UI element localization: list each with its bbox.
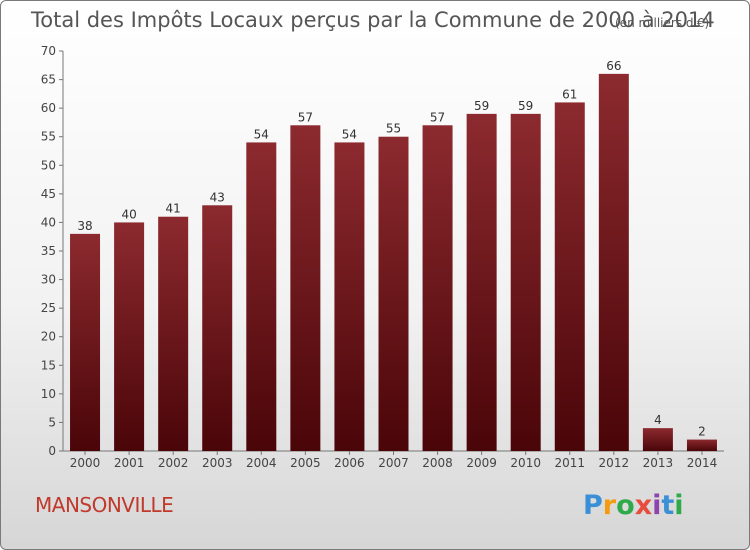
y-tick-label: 15 <box>41 358 56 372</box>
y-tick-label: 50 <box>41 158 56 172</box>
proxiti-logo: Proxiti <box>583 490 684 521</box>
chart-title: Total des Impôts Locaux perçus par la Co… <box>30 8 715 32</box>
unit-label: (en milliers d'€) <box>615 16 709 30</box>
value-label-2011: 61 <box>562 87 577 101</box>
y-tick-label: 40 <box>41 215 56 229</box>
bar-2011 <box>554 102 585 451</box>
value-label-2004: 54 <box>254 127 269 141</box>
logo-letter: P <box>583 490 603 521</box>
y-tick-label: 30 <box>41 273 56 287</box>
value-label-2012: 66 <box>606 59 621 73</box>
x-tick-label-2008: 2008 <box>422 456 453 470</box>
value-label-2003: 43 <box>210 190 225 204</box>
x-tick-label-2002: 2002 <box>158 456 189 470</box>
x-tick-label-2013: 2013 <box>643 456 674 470</box>
value-label-2005: 57 <box>298 110 313 124</box>
x-tick-label-2006: 2006 <box>334 456 365 470</box>
bar-2010 <box>510 113 541 451</box>
bar-2004 <box>246 142 277 451</box>
logo-letter: t <box>661 490 675 521</box>
bar-2008 <box>422 125 453 452</box>
y-tick-label: 55 <box>41 130 56 144</box>
y-tick-label: 70 <box>41 44 56 58</box>
x-tick-label-2001: 2001 <box>114 456 145 470</box>
bar-2007 <box>378 136 409 451</box>
y-tick-label: 20 <box>41 330 56 344</box>
x-tick-label-2012: 2012 <box>599 456 630 470</box>
bars: 38 40 41 43 54 57 54 55 57 59 59 61 66 4 2 <box>70 59 717 452</box>
value-label-2002: 41 <box>166 202 181 216</box>
value-label-2000: 38 <box>77 219 92 233</box>
logo-letter: x <box>634 490 653 521</box>
y-tick-label: 60 <box>41 101 56 115</box>
bar-2012 <box>598 73 629 451</box>
x-tick-label-2009: 2009 <box>466 456 497 470</box>
bar-2002 <box>158 216 189 451</box>
value-label-2008: 57 <box>430 110 445 124</box>
logo-letter: o <box>616 490 635 521</box>
value-label-2010: 59 <box>518 99 533 113</box>
value-label-2013: 4 <box>654 413 662 427</box>
bar-2000 <box>70 233 101 451</box>
x-tick-label-2000: 2000 <box>70 456 101 470</box>
bar-2013 <box>642 428 673 451</box>
bar-2001 <box>114 222 145 451</box>
x-tick-label-2014: 2014 <box>687 456 718 470</box>
value-label-2006: 54 <box>342 127 357 141</box>
y-tick-label: 5 <box>48 415 56 429</box>
x-tick-label-2011: 2011 <box>554 456 585 470</box>
value-label-2007: 55 <box>386 122 401 136</box>
logo-letter: i <box>674 490 684 521</box>
x-tick-label-2003: 2003 <box>202 456 233 470</box>
x-tick-label-2004: 2004 <box>246 456 277 470</box>
value-label-2014: 2 <box>698 425 706 439</box>
bar-2006 <box>334 142 365 451</box>
bar-2009 <box>466 113 497 451</box>
x-tick-label-2010: 2010 <box>510 456 541 470</box>
y-tick-label: 35 <box>41 244 56 258</box>
bar-2014 <box>686 439 717 451</box>
commune-name: MANSONVILLE <box>35 493 174 517</box>
x-tick-label-2007: 2007 <box>378 456 409 470</box>
value-label-2009: 59 <box>474 99 489 113</box>
y-tick-label: 45 <box>41 187 56 201</box>
x-tick-label-2005: 2005 <box>290 456 321 470</box>
y-tick-label: 0 <box>48 444 56 458</box>
axes: 0 5 10 15 20 25 30 35 40 45 50 55 60 65 70 2000 2001 2002… <box>41 44 724 470</box>
bar-2005 <box>290 125 321 452</box>
value-label-2001: 40 <box>121 207 136 221</box>
y-tick-label: 65 <box>41 73 56 87</box>
y-tick-label: 10 <box>41 387 56 401</box>
logo-letter: r <box>602 490 617 521</box>
logo-letter: i <box>652 490 662 521</box>
y-tick-label: 25 <box>41 301 56 315</box>
bar-2003 <box>202 205 233 451</box>
